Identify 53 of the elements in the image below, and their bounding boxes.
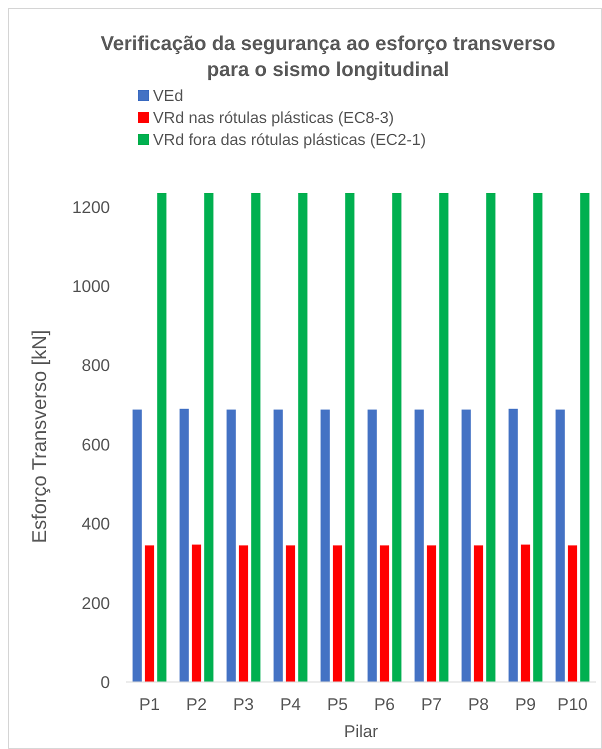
bar — [274, 410, 283, 682]
bar — [204, 192, 214, 682]
y-tick-label: 800 — [82, 356, 110, 376]
bar — [345, 192, 354, 682]
x-tick-label: P8 — [468, 695, 489, 714]
bar — [580, 192, 590, 682]
bar — [414, 410, 424, 682]
bar — [320, 410, 330, 682]
bar — [486, 192, 496, 682]
bar — [508, 408, 518, 682]
x-tick-label: P7 — [421, 695, 442, 714]
y-tick-label: 1200 — [72, 198, 110, 217]
bar — [226, 410, 236, 682]
legend-label: VRd nas rótulas plásticas (EC8-3) — [153, 110, 394, 127]
y-tick-label: 600 — [82, 435, 110, 454]
legend-label: VRd fora das rótulas plásticas (EC2-1) — [153, 132, 426, 149]
bar — [332, 545, 342, 682]
x-axis-title: Pilar — [344, 722, 378, 741]
bar — [533, 192, 542, 682]
x-tick-label: P10 — [557, 695, 588, 714]
bar — [474, 545, 484, 682]
bar — [192, 544, 202, 682]
bar — [298, 192, 308, 682]
bar — [251, 192, 260, 682]
bar — [380, 545, 390, 682]
chart-title: Verificação da segurança ao esforço transverso para o sismo longitudinal — [100, 33, 556, 81]
bar — [426, 545, 436, 682]
bar — [520, 544, 530, 682]
bar — [368, 410, 377, 682]
bar — [462, 410, 471, 682]
y-tick-label: 1000 — [72, 276, 110, 296]
x-tick-label: P5 — [327, 695, 348, 714]
y-tick-label: 400 — [82, 514, 110, 534]
x-tick-label: P3 — [233, 695, 254, 714]
x-tick-label: P2 — [186, 695, 207, 714]
bar — [132, 410, 142, 682]
y-axis-title: Esforço Transverso [kN] — [29, 330, 51, 544]
bar — [144, 545, 154, 682]
bar — [286, 545, 296, 682]
bar — [568, 545, 578, 682]
y-tick-label: 0 — [100, 672, 110, 692]
bar — [157, 192, 166, 682]
legend-label: VEd — [153, 88, 184, 105]
x-tick-label: P9 — [515, 695, 536, 714]
x-tick-label: P1 — [139, 695, 160, 714]
bar — [392, 192, 402, 682]
bar — [180, 408, 189, 682]
x-tick-label: P6 — [374, 695, 395, 714]
x-tick-label: P4 — [280, 695, 301, 714]
bar — [439, 192, 448, 682]
y-tick-label: 200 — [82, 594, 110, 613]
bar — [556, 410, 565, 682]
bar — [238, 545, 248, 682]
